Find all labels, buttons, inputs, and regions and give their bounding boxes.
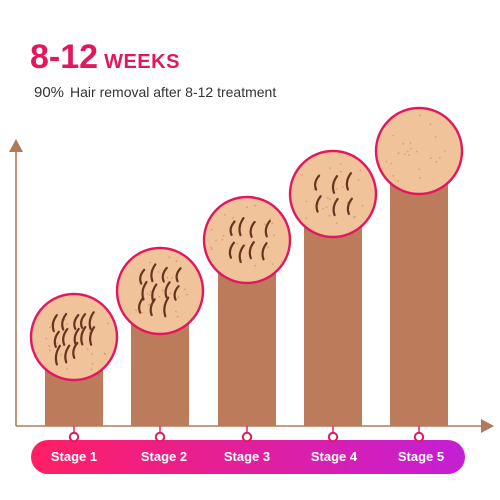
stage-bar-4	[304, 227, 362, 426]
subtitle-percent: 90%	[34, 84, 65, 101]
stage-marker-1	[68, 426, 80, 443]
stage-label-4: Stage 4	[310, 449, 358, 464]
skin-circle-5	[374, 106, 464, 196]
y-axis-arrow-icon	[9, 139, 23, 152]
headline-unit: WEEKS	[104, 51, 180, 73]
skin-circle-4	[288, 149, 378, 239]
stage-label-2: Stage 2	[140, 449, 188, 464]
stage-label-5: Stage 5	[397, 449, 445, 464]
stage-band	[31, 440, 465, 474]
headline: 8-12 WEEKS	[30, 38, 180, 77]
skin-circle-3	[202, 195, 292, 285]
stage-bar-5	[390, 183, 448, 426]
skin-circle-1	[29, 292, 119, 382]
subtitle: 90% Hair removal after 8-12 treatment	[34, 84, 276, 101]
stage-marker-2	[154, 426, 166, 443]
headline-range: 8-12	[30, 38, 99, 76]
skin-circle-2	[115, 246, 205, 336]
stage-label-3: Stage 3	[223, 449, 271, 464]
stage-marker-4	[327, 426, 339, 443]
subtitle-text: Hair removal after 8-12 treatment	[70, 84, 277, 100]
stage-bar-3	[218, 271, 276, 426]
stage-label-1: Stage 1	[50, 449, 98, 464]
stage-marker-5	[413, 426, 425, 443]
x-axis-arrow-icon	[481, 419, 494, 433]
stage-marker-3	[241, 426, 253, 443]
